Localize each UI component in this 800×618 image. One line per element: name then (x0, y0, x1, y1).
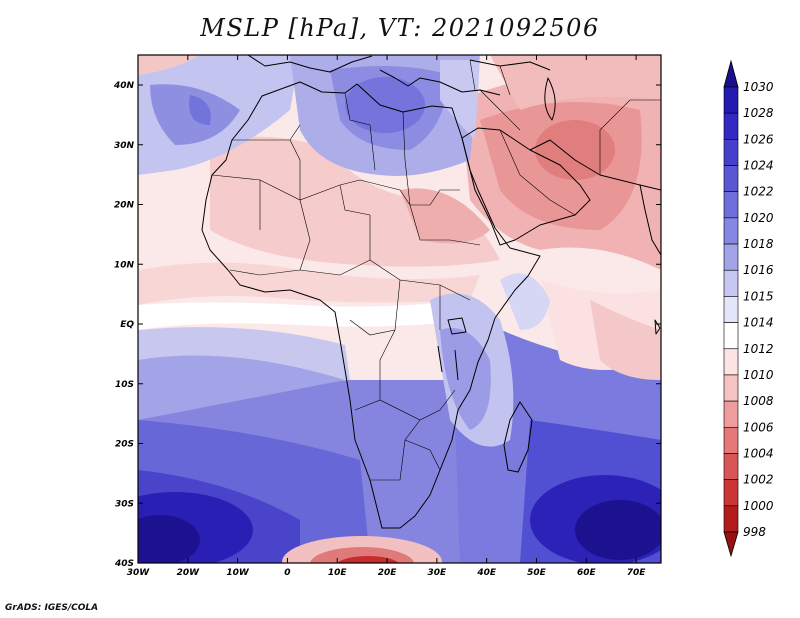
lon-label: 70E (627, 568, 647, 578)
colorbar-top-arrow (723, 59, 739, 88)
colorbar-segment (723, 479, 739, 507)
colorbar-segment (723, 217, 739, 245)
colorbar-label: 1015 (743, 289, 774, 303)
lat-label: EQ (120, 320, 134, 330)
colorbar-segment (723, 243, 739, 271)
colorbar-label: 1008 (743, 394, 774, 408)
latitude-axis: 40N 30N 20N 10N EQ 10S 20S 30S 40S (113, 81, 661, 569)
lat-label: 10S (115, 380, 134, 390)
colorbar-label: 1018 (743, 237, 774, 251)
colorbar-segment (723, 296, 739, 323)
colorbar-label: 1014 (743, 316, 774, 330)
colorbar-segment (723, 400, 739, 428)
lat-label: 40S (114, 559, 134, 569)
colorbar-segment (723, 165, 739, 193)
colorbar-segment (723, 139, 739, 166)
colorbar-label: 1004 (743, 446, 774, 460)
longitude-axis: 30W 20W 10W 0 10E 20E 30E 40E 50E 60E 70E (127, 55, 647, 578)
lat-label: 30N (114, 141, 135, 151)
colorbar-label: 998 (743, 525, 766, 539)
colorbar-segment (723, 453, 739, 480)
chart-title: MSLP [hPa], VT: 2021092506 (200, 14, 600, 42)
colorbar-label: 1002 (743, 473, 774, 487)
plot-frame (137, 54, 662, 564)
colorbar-legend: 1030 1028 1026 1024 1022 1020 1018 1016 1015 1014… (723, 59, 774, 558)
pressure-field (138, 55, 661, 563)
colorbar-segment (723, 348, 739, 376)
colorbar-label: 1030 (743, 80, 774, 94)
colorbar-segment (723, 322, 739, 350)
colorbar-segment (723, 505, 739, 533)
lat-label: 20S (115, 440, 134, 450)
grads-credit: GrADS: IGES/COLA (5, 603, 99, 613)
lat-label: 40N (113, 81, 135, 91)
lat-label: 10N (114, 260, 135, 270)
lon-label: 10W (226, 568, 250, 578)
lon-label: 30E (428, 568, 448, 578)
lon-label: 10E (328, 568, 348, 578)
colorbar-label: 1010 (743, 368, 774, 382)
colorbar-segment (723, 374, 739, 402)
country-borders (211, 59, 661, 481)
lat-label: 30S (115, 499, 134, 509)
colorbar-label: 1006 (743, 420, 774, 434)
colorbar-label: 1016 (743, 263, 774, 277)
lat-label: 20N (114, 201, 135, 211)
lon-label: 20E (378, 568, 398, 578)
lon-label: 0 (284, 568, 290, 578)
colorbar-segment (723, 86, 739, 114)
colorbar-segment (723, 191, 739, 219)
colorbar-label: 1012 (743, 342, 774, 356)
colorbar-label: 1020 (743, 211, 774, 225)
lon-label: 60E (577, 568, 597, 578)
colorbar-segment (723, 112, 739, 140)
colorbar-label: 1000 (743, 499, 774, 513)
lon-label: 40E (476, 568, 497, 578)
colorbar-bottom-arrow (723, 531, 739, 558)
lon-label: 50E (527, 568, 547, 578)
colorbar-segment (723, 269, 739, 297)
colorbar-label: 1028 (743, 106, 774, 120)
colorbar-label: 1026 (743, 132, 774, 146)
lon-label: 20W (177, 568, 201, 578)
colorbar-label: 1024 (743, 159, 774, 173)
colorbar-label: 1022 (743, 185, 774, 199)
lon-label: 30W (127, 568, 151, 578)
colorbar-segment (723, 426, 739, 454)
